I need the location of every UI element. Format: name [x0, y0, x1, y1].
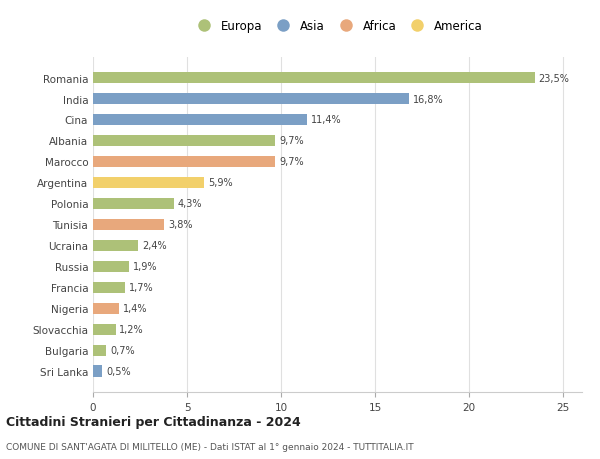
Text: 16,8%: 16,8% [413, 94, 443, 104]
Bar [93, 240, 138, 252]
Bar [93, 198, 174, 210]
Text: Cittadini Stranieri per Cittadinanza - 2024: Cittadini Stranieri per Cittadinanza - 2… [6, 415, 301, 428]
Bar [93, 94, 409, 105]
Bar [93, 73, 535, 84]
Text: 23,5%: 23,5% [539, 73, 569, 84]
Text: 0,5%: 0,5% [106, 366, 131, 376]
Bar [93, 157, 275, 168]
Bar [93, 345, 106, 356]
Bar [93, 303, 119, 314]
Bar [93, 366, 103, 377]
Bar [93, 219, 164, 231]
Text: 1,2%: 1,2% [119, 325, 144, 335]
Text: 1,7%: 1,7% [129, 283, 154, 293]
Text: 1,9%: 1,9% [133, 262, 157, 272]
Bar [93, 177, 204, 189]
Text: COMUNE DI SANT'AGATA DI MILITELLO (ME) - Dati ISTAT al 1° gennaio 2024 - TUTTITA: COMUNE DI SANT'AGATA DI MILITELLO (ME) -… [6, 442, 413, 451]
Legend: Europa, Asia, Africa, America: Europa, Asia, Africa, America [189, 17, 486, 36]
Bar [93, 324, 116, 336]
Text: 4,3%: 4,3% [178, 199, 202, 209]
Text: 1,4%: 1,4% [123, 304, 148, 313]
Bar [93, 261, 129, 273]
Bar [93, 282, 125, 293]
Bar [93, 114, 307, 126]
Bar [93, 135, 275, 147]
Text: 3,8%: 3,8% [168, 220, 193, 230]
Text: 5,9%: 5,9% [208, 178, 232, 188]
Text: 9,7%: 9,7% [279, 157, 304, 167]
Text: 11,4%: 11,4% [311, 115, 342, 125]
Text: 2,4%: 2,4% [142, 241, 167, 251]
Text: 9,7%: 9,7% [279, 136, 304, 146]
Text: 0,7%: 0,7% [110, 346, 134, 356]
